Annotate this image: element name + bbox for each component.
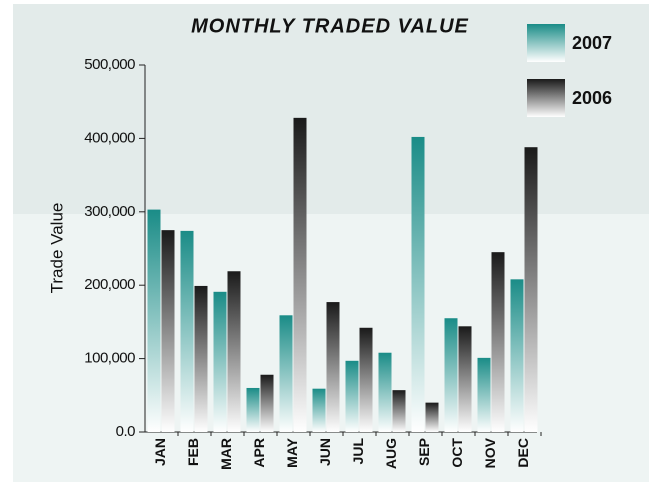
bar (180, 230, 194, 432)
y-tick-label: 400,000 (84, 129, 135, 146)
bar (161, 230, 175, 432)
bar (444, 318, 458, 432)
bar (392, 390, 406, 432)
legend-swatch (527, 79, 565, 117)
chart-title: MONTHLY TRADED VALUE (191, 15, 469, 37)
bar (279, 315, 293, 432)
y-tick-label: 500,000 (84, 56, 135, 73)
y-axis-label: Trade Value (47, 203, 66, 294)
bar (147, 209, 161, 432)
x-tick-label: OCT (449, 438, 465, 468)
bar (194, 285, 208, 432)
x-tick-label: FEB (185, 438, 201, 466)
legend-label: 2007 (572, 33, 612, 53)
bar (359, 327, 373, 432)
bar (246, 387, 260, 432)
bar (491, 252, 505, 432)
x-tick-label: JAN (152, 438, 168, 466)
x-tick-label: MAR (218, 438, 234, 470)
bar (458, 326, 472, 432)
x-tick-label: APR (251, 438, 267, 468)
bar (260, 374, 274, 432)
x-tick-label: SEP (416, 438, 432, 466)
bar (425, 402, 439, 432)
legend-swatch (527, 24, 565, 62)
x-tick-label: JUN (317, 438, 333, 466)
bar (524, 147, 538, 432)
y-tick-label: 0.0 (116, 423, 136, 440)
y-tick-label: 300,000 (84, 203, 135, 220)
y-tick-label: 100,000 (84, 350, 135, 367)
legend-label: 2006 (572, 88, 612, 108)
bar (213, 291, 227, 432)
x-tick-label: MAY (284, 437, 300, 467)
x-tick-label: DEC (515, 438, 531, 468)
x-tick-label: AUG (383, 438, 399, 469)
bar (293, 117, 307, 433)
bar (312, 388, 326, 432)
bar (477, 357, 491, 432)
y-tick-label: 200,000 (84, 276, 135, 293)
x-tick-label: NOV (482, 437, 498, 468)
bar (227, 271, 241, 432)
bar (510, 279, 524, 432)
x-tick-label: JUL (350, 438, 366, 465)
bar (326, 302, 340, 432)
bar (411, 136, 425, 432)
bar (345, 360, 359, 432)
bar (378, 352, 392, 432)
